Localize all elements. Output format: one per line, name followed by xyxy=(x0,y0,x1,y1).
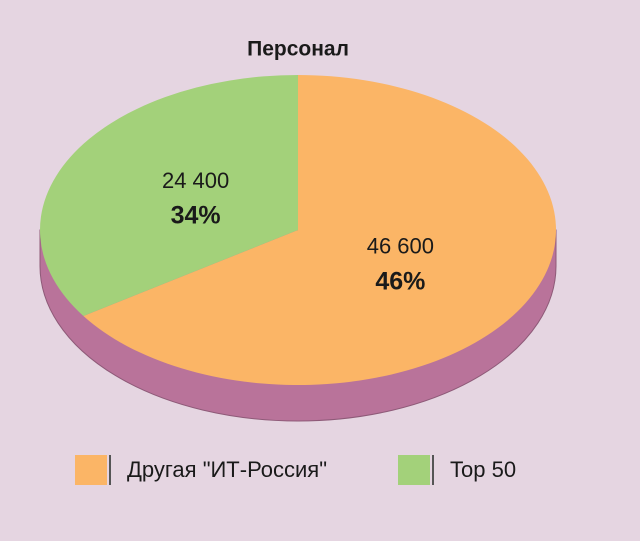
legend-swatch xyxy=(398,455,430,485)
legend-label: Другая "ИТ-Россия" xyxy=(127,457,327,482)
value-label: 46 600 xyxy=(367,234,434,259)
legend-swatch xyxy=(75,455,107,485)
percent-label: 34% xyxy=(171,202,221,230)
legend-label: Top 50 xyxy=(450,457,516,482)
value-label: 24 400 xyxy=(162,168,229,193)
pie-slice xyxy=(40,75,298,317)
percent-label: 46% xyxy=(375,268,425,296)
pie-slice xyxy=(83,75,557,385)
chart-title: Персонал xyxy=(247,38,349,61)
